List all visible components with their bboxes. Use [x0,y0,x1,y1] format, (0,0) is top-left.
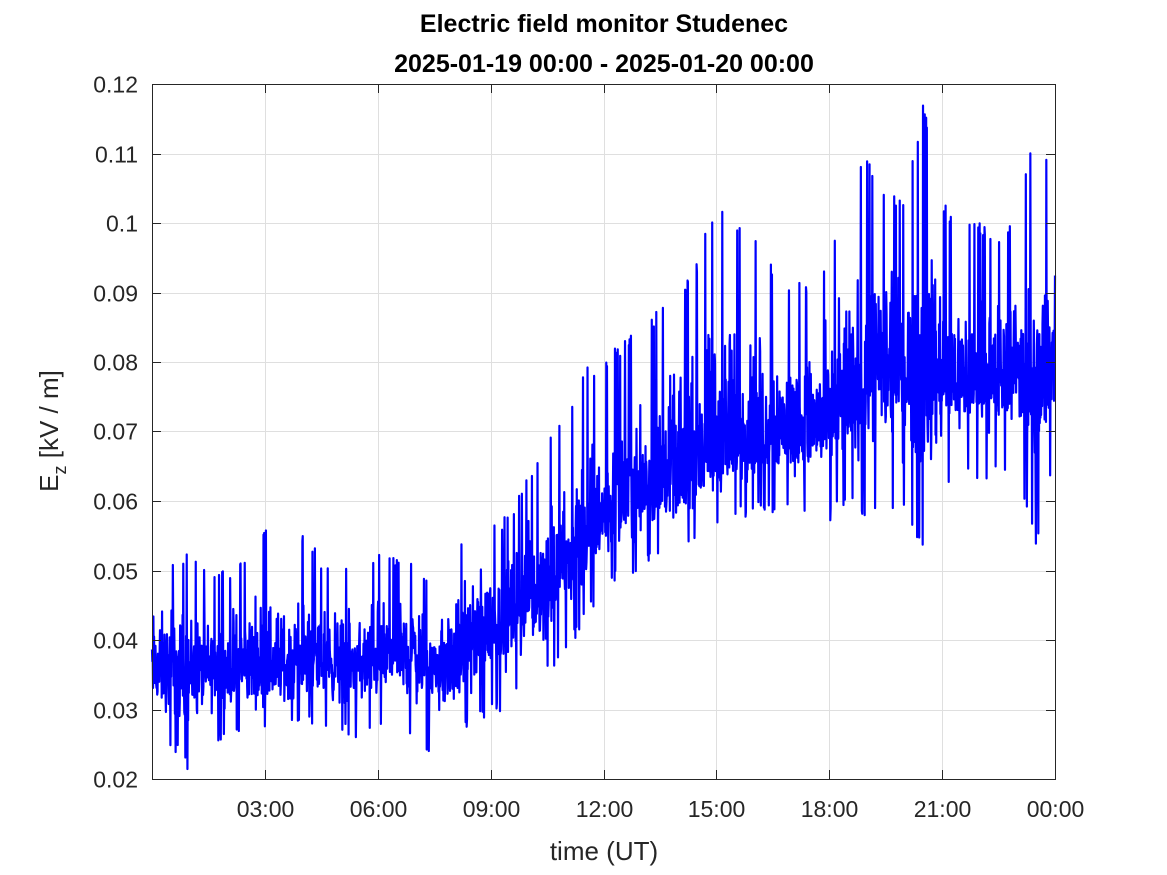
chart-subtitle: 2025-01-19 00:00 - 2025-01-20 00:00 [394,50,814,78]
y-tick-label: 0.08 [93,350,138,376]
x-tick-labels: 03:00 06:00 09:00 12:00 15:00 18:00 21:00 00:00 [237,796,1085,822]
y-axis-label-unit: [kV / m] [34,370,64,465]
y-axis-label: Ez [kV / m] [34,370,70,492]
x-tick-label: 21:00 [914,796,972,822]
y-tick-label: 0.06 [93,489,138,515]
y-axis-label-subscript: z [50,466,70,475]
ticks [152,84,1056,780]
chart-title: Electric field monitor Studenec [420,10,788,38]
y-tick-label: 0.05 [93,559,138,585]
x-axis-label: time (UT) [550,836,658,866]
x-tick-label: 18:00 [801,796,859,822]
y-tick-label: 0.04 [93,628,138,654]
x-tick-label: 00:00 [1027,796,1085,822]
y-tick-label: 0.11 [95,142,138,168]
series-line [150,104,1057,771]
series-layer [150,104,1057,771]
x-tick-label: 12:00 [576,796,634,822]
y-tick-labels: 0.02 0.03 0.04 0.05 0.06 0.07 0.08 0.09 0.1 0.11 0… [93,72,138,793]
y-tick-label: 0.07 [93,419,138,445]
y-tick-label: 0.03 [93,698,138,724]
y-axis-label-main: E [34,475,64,492]
y-tick-label: 0.12 [93,72,138,98]
y-tick-label: 0.1 [106,211,138,237]
x-tick-label: 03:00 [237,796,295,822]
grid [152,84,1055,779]
x-tick-label: 06:00 [350,796,408,822]
x-tick-label: 15:00 [688,796,746,822]
y-tick-label: 0.02 [93,767,138,793]
x-tick-label: 09:00 [463,796,521,822]
y-tick-label: 0.09 [93,281,138,307]
